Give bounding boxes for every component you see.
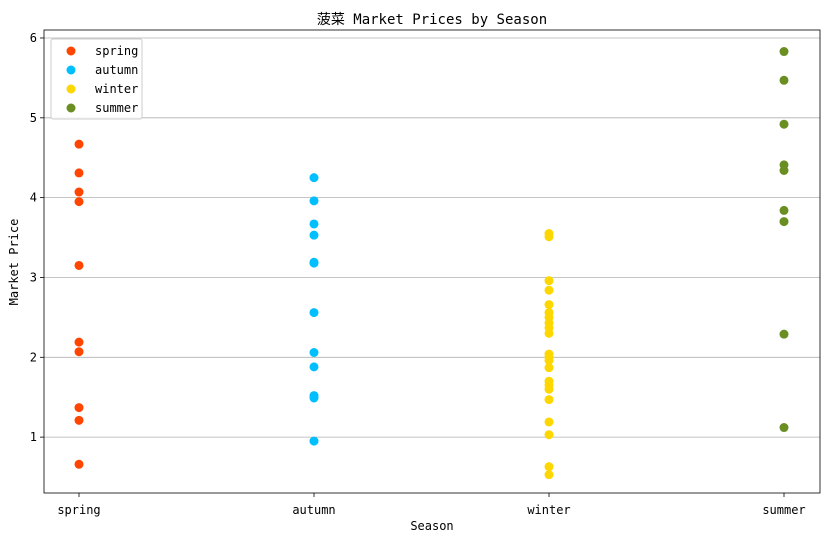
series-spring xyxy=(74,139,84,469)
data-point xyxy=(779,165,789,175)
data-point xyxy=(544,470,554,480)
data-point xyxy=(779,75,789,85)
data-point xyxy=(309,393,319,403)
data-point xyxy=(74,260,84,270)
data-point xyxy=(779,205,789,215)
x-axis-ticks: spring autumn winter summer xyxy=(57,493,806,517)
data-point xyxy=(544,232,554,242)
data-point xyxy=(74,415,84,425)
data-point xyxy=(544,328,554,338)
data-point xyxy=(74,347,84,357)
legend: spring autumn winter summer xyxy=(50,38,143,120)
data-point xyxy=(779,119,789,129)
data-point xyxy=(779,217,789,227)
data-point xyxy=(309,196,319,206)
data-point xyxy=(544,285,554,295)
x-tick-label: autumn xyxy=(292,503,335,517)
data-point xyxy=(74,187,84,197)
data-point xyxy=(74,337,84,347)
data-point xyxy=(74,168,84,178)
legend-marker xyxy=(66,84,76,94)
plot-area-frame xyxy=(43,29,821,494)
x-axis-label: Season xyxy=(410,519,453,533)
data-point xyxy=(309,348,319,358)
data-point xyxy=(309,258,319,268)
data-point xyxy=(309,308,319,318)
data-point xyxy=(309,173,319,183)
data-point xyxy=(74,403,84,413)
data-point xyxy=(779,329,789,339)
legend-marker xyxy=(66,65,76,75)
data-point xyxy=(544,462,554,472)
data-point xyxy=(779,423,789,433)
data-point xyxy=(74,139,84,149)
chart-title: 菠菜 Market Prices by Season xyxy=(317,12,547,28)
data-point xyxy=(309,230,319,240)
data-point xyxy=(309,436,319,446)
legend-label: summer xyxy=(95,101,138,115)
legend-label: spring xyxy=(95,44,138,58)
legend-label: autumn xyxy=(95,63,138,77)
data-point xyxy=(544,355,554,365)
data-points xyxy=(74,47,789,480)
y-axis-ticks: 1 2 3 4 5 6 xyxy=(30,31,44,444)
legend-box xyxy=(50,38,143,120)
data-point xyxy=(544,417,554,427)
grid-lines xyxy=(44,37,820,438)
data-point xyxy=(309,219,319,229)
x-tick-label: winter xyxy=(527,503,570,517)
y-tick-label: 2 xyxy=(30,350,37,364)
y-tick-label: 1 xyxy=(30,430,37,444)
data-point xyxy=(309,362,319,372)
y-tick-label: 6 xyxy=(30,31,37,45)
x-tick-label: summer xyxy=(762,503,805,517)
legend-marker xyxy=(66,46,76,56)
data-point xyxy=(544,430,554,440)
y-tick-label: 3 xyxy=(30,270,37,284)
y-tick-label: 5 xyxy=(30,111,37,125)
x-tick-label: spring xyxy=(57,503,100,517)
legend-label: winter xyxy=(95,82,138,96)
data-point xyxy=(544,384,554,394)
data-point xyxy=(544,300,554,310)
series-summer xyxy=(779,47,789,433)
y-tick-label: 4 xyxy=(30,191,37,205)
data-point xyxy=(544,363,554,373)
data-point xyxy=(74,459,84,469)
data-point xyxy=(74,197,84,207)
data-point xyxy=(544,276,554,286)
series-autumn xyxy=(309,173,319,446)
y-axis-label: Market Price xyxy=(7,219,21,306)
series-winter xyxy=(544,229,554,480)
data-point xyxy=(779,47,789,57)
data-point xyxy=(544,395,554,405)
legend-marker xyxy=(66,103,76,113)
